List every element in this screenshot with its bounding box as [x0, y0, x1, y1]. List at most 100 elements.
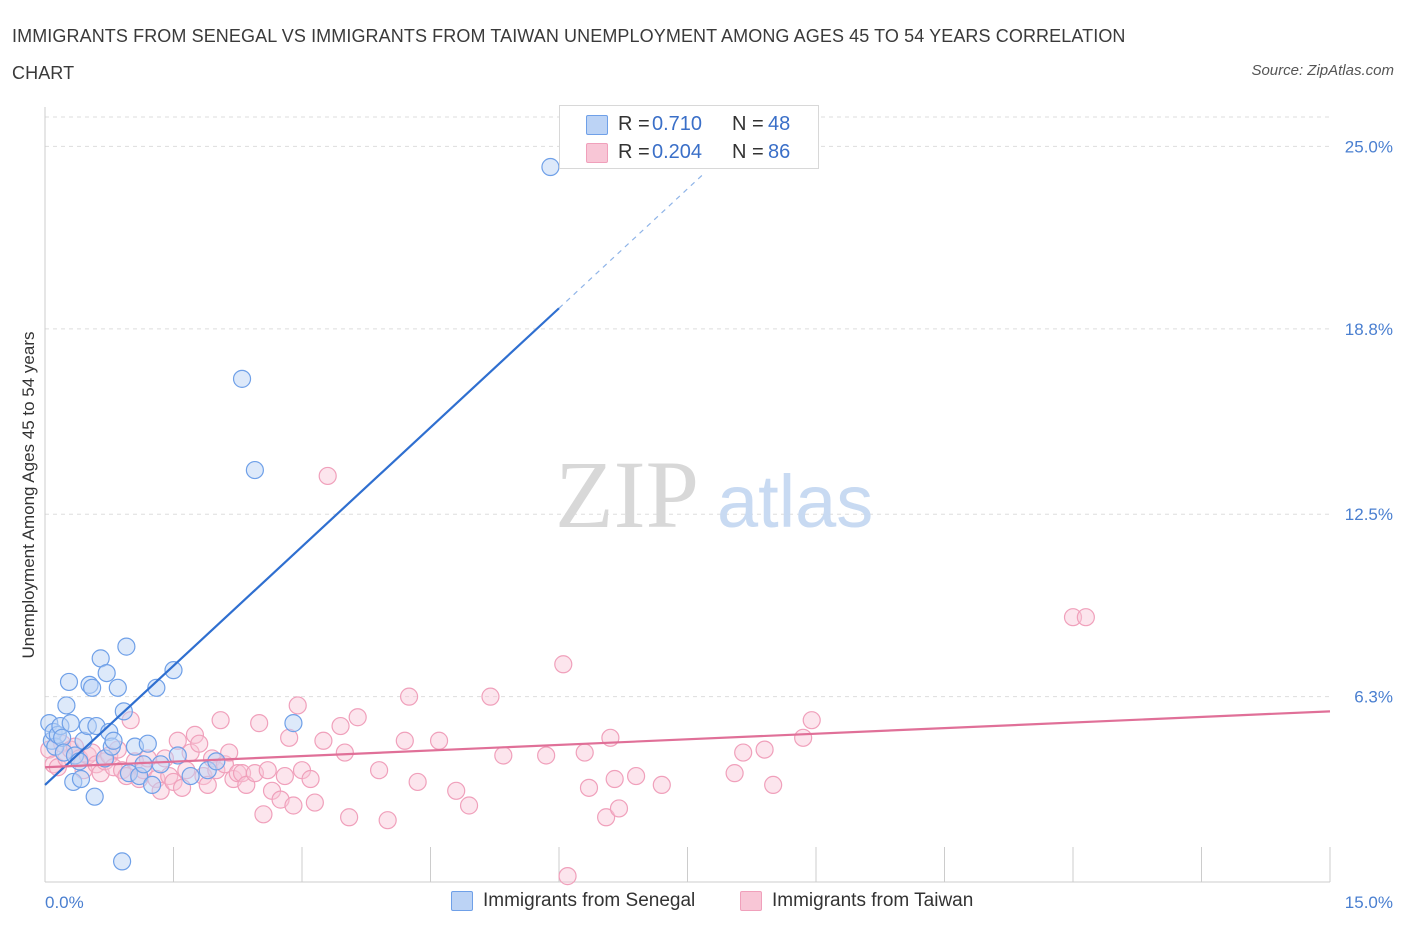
watermark: ZIP atlas	[555, 441, 873, 548]
taiwan-point	[575, 743, 594, 762]
senegal-point	[97, 663, 116, 683]
taiwan-point	[494, 746, 513, 765]
taiwan-point	[755, 740, 774, 759]
taiwan-point	[395, 731, 414, 750]
taiwan-point	[190, 734, 209, 753]
taiwan-point	[579, 778, 599, 797]
x-tick-labels: 0.0% 15.0%	[45, 893, 1393, 912]
taiwan-point	[335, 743, 354, 762]
correlation-legend: R = 0.710 N = 48 R = 0.204 N = 86	[559, 105, 819, 169]
series-legend: Immigrants from Senegal Immigrants from …	[0, 889, 1406, 915]
senegal-point	[541, 157, 560, 177]
x-tick-label: 0.0%	[45, 893, 84, 912]
taiwan-point	[348, 708, 367, 727]
senegal-point	[147, 678, 166, 697]
r-value: 0.710	[652, 113, 703, 135]
senegal-point	[151, 755, 170, 774]
taiwan-point	[794, 728, 813, 747]
taiwan-point	[331, 716, 350, 736]
senegal-point	[181, 766, 200, 786]
taiwan-point	[258, 761, 277, 780]
taiwan-point	[220, 743, 239, 762]
senegal-point	[70, 752, 89, 771]
taiwan-point	[459, 796, 479, 815]
n-label: N =	[732, 141, 764, 163]
taiwan-point	[318, 466, 337, 486]
senegal-point	[284, 714, 303, 733]
n-value: 86	[768, 141, 791, 163]
taiwan-point	[314, 731, 333, 750]
y-tick-label: 6.3%	[1354, 688, 1393, 707]
y-tick-label: 25.0%	[1345, 137, 1393, 156]
senegal-point	[57, 696, 76, 715]
taiwan-point	[408, 772, 427, 792]
taiwan-point	[211, 711, 230, 730]
taiwan-point	[597, 808, 616, 827]
senegal-point	[138, 734, 157, 753]
taiwan-swatch	[740, 891, 762, 911]
taiwan-point	[288, 696, 307, 715]
senegal-swatch	[586, 115, 608, 135]
legend-label-taiwan: Immigrants from Taiwan	[772, 890, 974, 911]
senegal-point	[232, 369, 252, 388]
taiwan-trend-line	[44, 710, 1331, 769]
senegal-point	[168, 746, 187, 765]
taiwan-point	[232, 764, 252, 783]
taiwan-point	[378, 811, 397, 830]
senegal-swatch	[451, 891, 473, 911]
y-axis-label: Unemployment Among Ages 45 to 54 years	[19, 332, 38, 659]
y-tick-label: 12.5%	[1345, 505, 1393, 524]
n-label: N =	[732, 113, 764, 135]
taiwan-point	[802, 711, 821, 730]
taiwan-point	[725, 764, 744, 783]
axes	[44, 107, 1331, 883]
grid-lines	[45, 116, 1330, 698]
senegal-point	[207, 752, 226, 771]
chart-title: IMMIGRANTS FROM SENEGAL VS IMMIGRANTS FR…	[12, 26, 1126, 83]
taiwan-point	[609, 799, 629, 818]
source-credit: Source: ZipAtlas.com	[1251, 62, 1394, 79]
senegal-point	[104, 731, 123, 750]
senegal-trend-line	[44, 307, 560, 786]
taiwan-point	[305, 793, 324, 812]
taiwan-point	[254, 805, 273, 824]
senegal-point	[112, 852, 132, 871]
taiwan-point	[340, 808, 359, 827]
x-tick-label: 15.0%	[1345, 893, 1393, 912]
taiwan-point	[399, 687, 419, 706]
senegal-point	[71, 769, 91, 789]
trend-lines	[44, 172, 1331, 786]
taiwan-point	[652, 775, 671, 795]
taiwan-point	[537, 746, 556, 765]
taiwan-point	[554, 655, 573, 674]
taiwan-point	[481, 687, 500, 706]
senegal-point	[245, 460, 264, 480]
r-label: R =	[618, 113, 650, 135]
legend-label-senegal: Immigrants from Senegal	[483, 890, 696, 911]
taiwan-point	[1063, 608, 1083, 627]
taiwan-point	[275, 766, 294, 786]
taiwan-point	[734, 743, 753, 762]
senegal-point	[61, 714, 80, 733]
taiwan-point	[185, 725, 205, 744]
taiwan-swatch	[586, 143, 608, 163]
taiwan-point	[558, 867, 577, 886]
r-value: 0.204	[652, 141, 703, 163]
taiwan-point	[429, 731, 449, 750]
watermark-zip: ZIP	[555, 441, 699, 548]
senegal-point	[85, 787, 104, 806]
senegal-point	[142, 775, 162, 795]
senegal-point	[83, 678, 102, 697]
y-tick-labels: 6.3% 12.5% 18.8% 25.0%	[1345, 137, 1393, 706]
senegal-trend-extension	[558, 172, 706, 309]
y-tick-label: 18.8%	[1345, 320, 1393, 339]
senegal-point	[108, 678, 127, 697]
senegal-point	[59, 672, 79, 692]
taiwan-point	[370, 761, 389, 780]
taiwan-point	[301, 769, 320, 789]
taiwan-point	[250, 714, 269, 733]
taiwan-point	[605, 769, 624, 789]
taiwan-point	[764, 775, 783, 795]
senegal-points	[40, 157, 560, 871]
taiwan-point	[1076, 608, 1095, 627]
